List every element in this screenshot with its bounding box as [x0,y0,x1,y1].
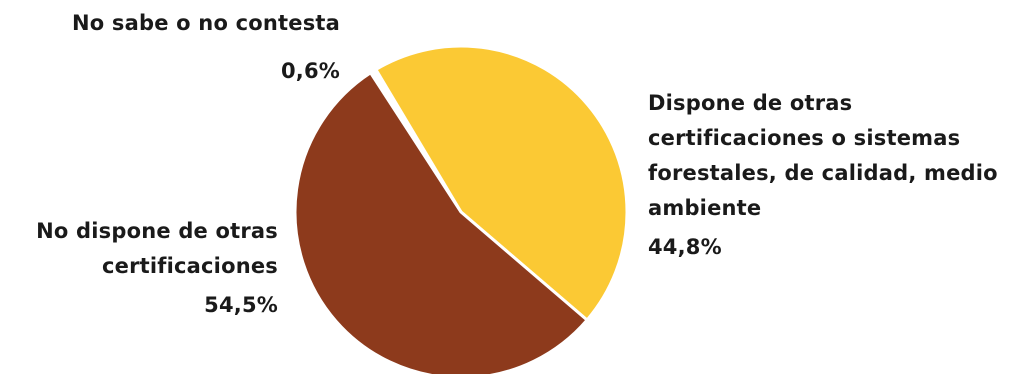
label-dispone: Dispone de otras certificaciones o siste… [648,86,1018,265]
label-no-sabe-pct: 0,6% [180,54,340,89]
label-dispone-line-1: Dispone de otras [648,91,853,115]
label-dispone-value: 44,8% [648,235,722,259]
label-no-sabe-value: 0,6% [280,59,340,83]
label-no-dispone-line-2: certificaciones [101,254,278,278]
label-dispone-line-2: certificaciones o sistemas [648,126,961,150]
label-dispone-line-3: forestales, de calidad, medio [648,161,998,185]
label-no-dispone-line-1: No dispone de otras [36,219,278,243]
label-no-sabe: No sabe o no contesta [20,6,340,41]
label-no-dispone-value: 54,5% [204,293,278,317]
label-no-sabe-line-1: No sabe o no contesta [71,11,340,35]
slice-dispone [374,44,629,322]
pie-slices [293,44,629,374]
label-dispone-line-4: ambiente [648,196,762,220]
slice-no-dispone [293,71,589,374]
label-no-dispone: No dispone de otras certificaciones 54,5… [0,214,278,323]
